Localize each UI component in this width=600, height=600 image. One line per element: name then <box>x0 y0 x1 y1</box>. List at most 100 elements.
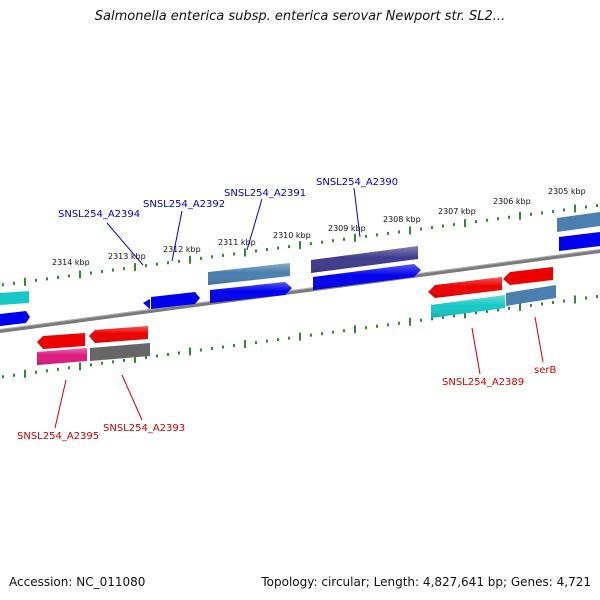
minor-tick <box>442 224 444 228</box>
major-tick <box>519 211 521 220</box>
label-snsl254-a2390[interactable]: SNSL254_A2390 <box>316 177 398 188</box>
minor-tick <box>68 274 70 278</box>
leader-snsl254-a2392 <box>171 210 183 262</box>
label-snsl254-a2395[interactable]: SNSL254_A2395 <box>17 431 99 442</box>
gene-block-left-edge[interactable] <box>0 291 29 305</box>
minor-tick <box>90 363 92 367</box>
chromosome-backbone <box>0 249 600 333</box>
leader-snsl254-a2394 <box>106 222 144 266</box>
minor-tick <box>255 341 257 345</box>
minor-tick <box>211 347 213 351</box>
label-serb[interactable]: serB <box>534 365 556 376</box>
minor-tick <box>530 303 532 307</box>
minor-tick <box>156 354 158 358</box>
minor-tick <box>35 278 37 282</box>
minor-tick <box>167 261 169 265</box>
minor-tick <box>343 329 345 333</box>
label-snsl254-a2392[interactable]: SNSL254_A2392 <box>143 199 225 210</box>
gene-cds-snsl254-a2392[interactable] <box>151 292 200 309</box>
upper-tick-track <box>2 204 598 287</box>
scale-labels: 2314 kbp 2313 kbp 2312 kbp 2311 kbp 2310… <box>52 187 586 267</box>
minor-tick <box>310 242 312 246</box>
minor-tick <box>431 317 433 321</box>
major-tick <box>574 295 576 304</box>
forward-cds-track <box>0 232 600 326</box>
minor-tick <box>387 231 389 235</box>
gene-block-snsl254-a2393[interactable] <box>90 343 150 361</box>
minor-tick <box>585 296 587 300</box>
minor-tick <box>486 218 488 222</box>
minor-tick <box>233 344 235 348</box>
major-tick <box>409 226 411 235</box>
minor-tick <box>332 239 334 243</box>
minor-tick <box>178 351 180 355</box>
minor-tick <box>596 204 598 208</box>
major-tick <box>299 241 301 250</box>
gene-cds-left-edge[interactable] <box>0 311 30 326</box>
gene-cds-snsl254-a2395[interactable] <box>37 333 85 349</box>
minor-tick <box>431 226 433 230</box>
reverse-gene-track <box>37 285 556 365</box>
minor-tick <box>288 336 290 340</box>
major-tick <box>519 302 521 311</box>
map-title: Salmonella enterica subsp. enterica sero… <box>94 9 506 24</box>
minor-tick <box>266 248 268 252</box>
major-tick <box>189 255 191 264</box>
minor-tick <box>112 360 114 364</box>
minor-tick <box>310 333 312 337</box>
label-snsl254-a2389[interactable]: SNSL254_A2389 <box>442 377 524 388</box>
tick-label-2313: 2313 kbp <box>108 252 146 261</box>
major-tick <box>409 317 411 326</box>
forward-gene-track <box>0 212 600 305</box>
minor-tick <box>453 223 455 227</box>
major-tick <box>24 369 26 378</box>
leader-serb <box>534 316 544 363</box>
minor-tick <box>46 277 48 281</box>
minor-tick <box>563 208 565 212</box>
gene-cds-right-edge[interactable] <box>559 232 600 251</box>
label-snsl254-a2393[interactable]: SNSL254_A2393 <box>103 423 185 434</box>
minor-tick <box>541 302 543 306</box>
tick-label-2306: 2306 kbp <box>493 197 531 206</box>
major-tick <box>134 354 136 363</box>
minor-tick <box>57 367 59 371</box>
tick-label-2305: 2305 kbp <box>548 187 586 196</box>
major-tick <box>24 277 26 286</box>
label-snsl254-a2394[interactable]: SNSL254_A2394 <box>58 209 140 220</box>
minor-tick <box>222 345 224 349</box>
tick-label-2307: 2307 kbp <box>438 207 476 216</box>
minor-tick <box>365 326 367 330</box>
minor-tick <box>541 211 543 215</box>
minor-tick <box>46 369 48 373</box>
gene-cds-serb[interactable] <box>503 267 553 285</box>
minor-tick <box>2 283 4 287</box>
leader-snsl254-a2391 <box>246 198 263 251</box>
minor-tick <box>552 209 554 213</box>
gene-block-serb[interactable] <box>506 285 556 306</box>
minor-tick <box>398 230 400 234</box>
minor-tick <box>123 267 125 271</box>
minor-tick <box>530 212 532 216</box>
minor-tick <box>68 366 70 370</box>
minor-tick <box>90 271 92 275</box>
tick-label-2310: 2310 kbp <box>273 231 311 240</box>
minor-tick <box>376 233 378 237</box>
gene-labels: SNSL254_A2394 SNSL254_A2392 SNSL254_A239… <box>17 177 556 442</box>
minor-tick <box>35 370 37 374</box>
major-tick <box>464 310 466 319</box>
minor-tick <box>101 361 103 365</box>
major-tick <box>244 248 246 257</box>
block-shading <box>431 295 505 318</box>
minor-tick <box>365 234 367 238</box>
gene-cds-snsl254-a2394-small[interactable] <box>143 299 150 309</box>
gene-block-right-edge[interactable] <box>557 212 600 232</box>
minor-tick <box>596 295 598 299</box>
major-tick <box>574 204 576 213</box>
minor-tick <box>585 205 587 209</box>
minor-tick <box>112 268 114 272</box>
minor-tick <box>200 256 202 260</box>
lower-tick-track <box>2 295 598 379</box>
label-snsl254-a2391[interactable]: SNSL254_A2391 <box>224 188 306 199</box>
cds-shading <box>89 326 148 343</box>
